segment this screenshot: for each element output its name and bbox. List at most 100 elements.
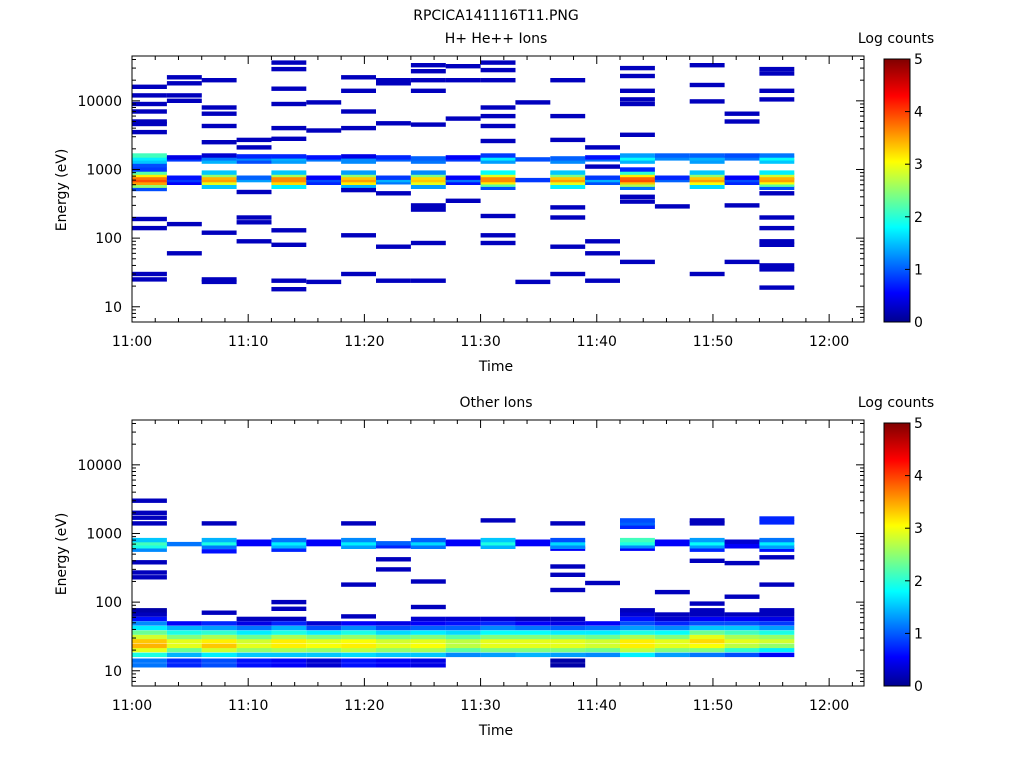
heatmap-cell [689,271,725,277]
panel-1-y-axis: 10 100 1000 10000 [77,59,864,323]
heatmap-cell [759,634,795,640]
heatmap-cell [550,175,586,180]
heatmap-cell [201,170,237,175]
heatmap-cell [201,634,237,640]
heatmap-cell [306,155,342,160]
heatmap-cell [620,73,655,79]
panel-1-colorbar-gradient [883,58,911,323]
heatmap-cell [445,541,481,547]
heatmap-cell [341,180,376,185]
heatmap-cell [445,616,481,622]
heatmap-cell [445,177,481,183]
heatmap-cell [132,175,167,180]
heatmap-cell [620,180,655,185]
heatmap-cell [132,84,167,89]
heatmap-cell [689,82,725,88]
heatmap-cell [410,579,446,584]
heatmap-cell [480,156,516,161]
heatmap-cell [759,652,795,658]
heatmap-cell [166,98,202,103]
heatmap-cell [550,113,586,119]
heatmap-cell [236,137,272,143]
heatmap-cell [480,182,516,187]
heatmap-cell [480,213,516,219]
heatmap-cell [620,608,655,613]
heatmap-cell [132,616,167,622]
heatmap-cell [480,541,516,546]
y-tick-label: 10000 [77,458,122,474]
heatmap-cell [759,225,795,231]
heatmap-cell [132,129,167,135]
heatmap-cell [166,658,202,663]
heatmap-cell [620,621,655,626]
heatmap-cell [689,537,725,543]
y-tick-label: 100 [95,231,122,247]
panel-1-plot-frame [131,55,865,323]
y-tick-label: 10000 [77,94,122,110]
heatmap-cell [410,621,446,626]
heatmap-cell [132,277,167,282]
heatmap-cell [654,638,690,644]
heatmap-cell [341,541,376,546]
heatmap-cell [550,156,586,161]
heatmap-cell [410,203,446,208]
heatmap-cell [585,643,620,649]
heatmap-cell [132,608,167,613]
heatmap-cell [306,663,342,668]
heatmap-cell [306,643,342,649]
heatmap-cell [410,634,446,640]
heatmap-cell [166,155,202,160]
heatmap-cell [585,155,620,160]
heatmap-cell [341,187,376,193]
heatmap-cell [376,191,411,196]
heatmap-cell [480,170,516,175]
heatmap-cell [550,170,586,175]
heatmap-cell [480,153,516,158]
heatmap-cell [550,643,586,649]
heatmap-cell [410,541,446,546]
heatmap-cell [480,180,516,185]
heatmap-cell [689,601,725,606]
heatmap-cell [759,170,795,175]
heatmap-cell [585,634,620,640]
heatmap-cell [271,652,307,658]
heatmap-cell [654,177,690,183]
heatmap-cell [166,251,202,256]
panel-1-y-label: Energy (eV) [54,149,70,232]
heatmap-cell [341,638,376,644]
y-tick-label: 10 [104,300,122,316]
heatmap-cell [306,177,342,183]
heatmap-cell [550,544,586,549]
heatmap-cell [236,652,272,658]
colorbar-tick-label: 4 [914,105,923,121]
heatmap-cell [132,167,167,172]
heatmap-cell [515,177,551,183]
heatmap-cell [585,251,620,256]
heatmap-cell [236,625,272,631]
heatmap-cell [201,541,237,546]
heatmap-cell [480,652,516,658]
heatmap-cell [376,567,411,572]
colorbar-tick-label: 5 [914,52,923,68]
colorbar-tick-label: 2 [914,210,923,226]
heatmap-cell [132,630,167,635]
heatmap-cell [759,630,795,635]
heatmap-cell [410,240,446,246]
heatmap-cell [724,612,760,617]
heatmap-cell [620,537,655,543]
heatmap-cell [236,638,272,644]
heatmap-cell [306,625,342,631]
heatmap-cell [201,111,237,116]
heatmap-cell [166,647,202,653]
heatmap-cell [236,239,272,244]
heatmap-cell [132,521,167,526]
heatmap-cell [759,582,795,587]
heatmap-cell [620,647,655,653]
heatmap-cell [724,638,760,644]
heatmap-cell [271,86,307,91]
heatmap-cell [550,587,586,593]
heatmap-cell [689,175,725,180]
heatmap-cell [201,277,237,282]
heatmap-cell [271,634,307,640]
